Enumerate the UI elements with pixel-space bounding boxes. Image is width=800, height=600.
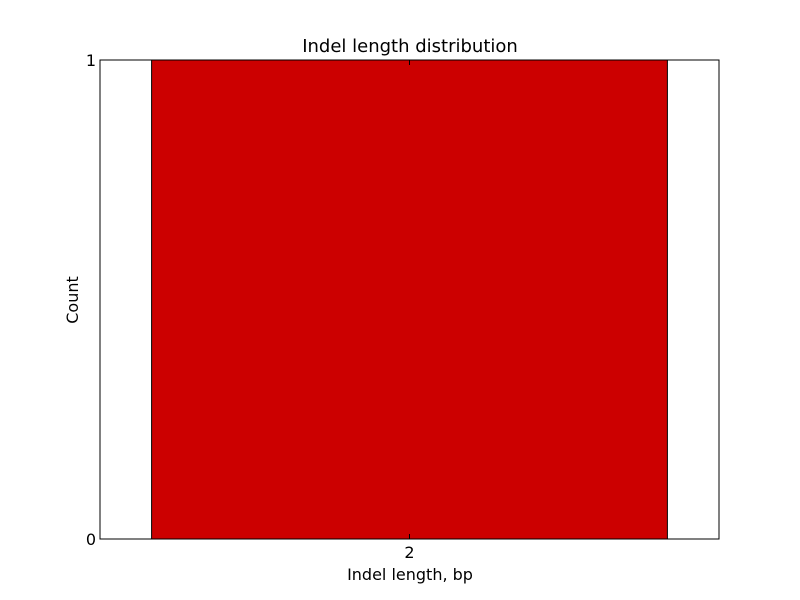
bar (151, 59, 668, 540)
y-axis-label: Count (63, 276, 82, 324)
x-tick-label: 2 (404, 543, 414, 562)
ticks-layer: 2 0 1 (86, 51, 719, 562)
x-axis-label: Indel length, bp (347, 565, 473, 584)
y-tick-label: 1 (86, 51, 96, 70)
y-tick-label: 0 (86, 530, 96, 549)
chart-title: Indel length distribution (302, 36, 518, 57)
bars-layer (151, 59, 668, 540)
